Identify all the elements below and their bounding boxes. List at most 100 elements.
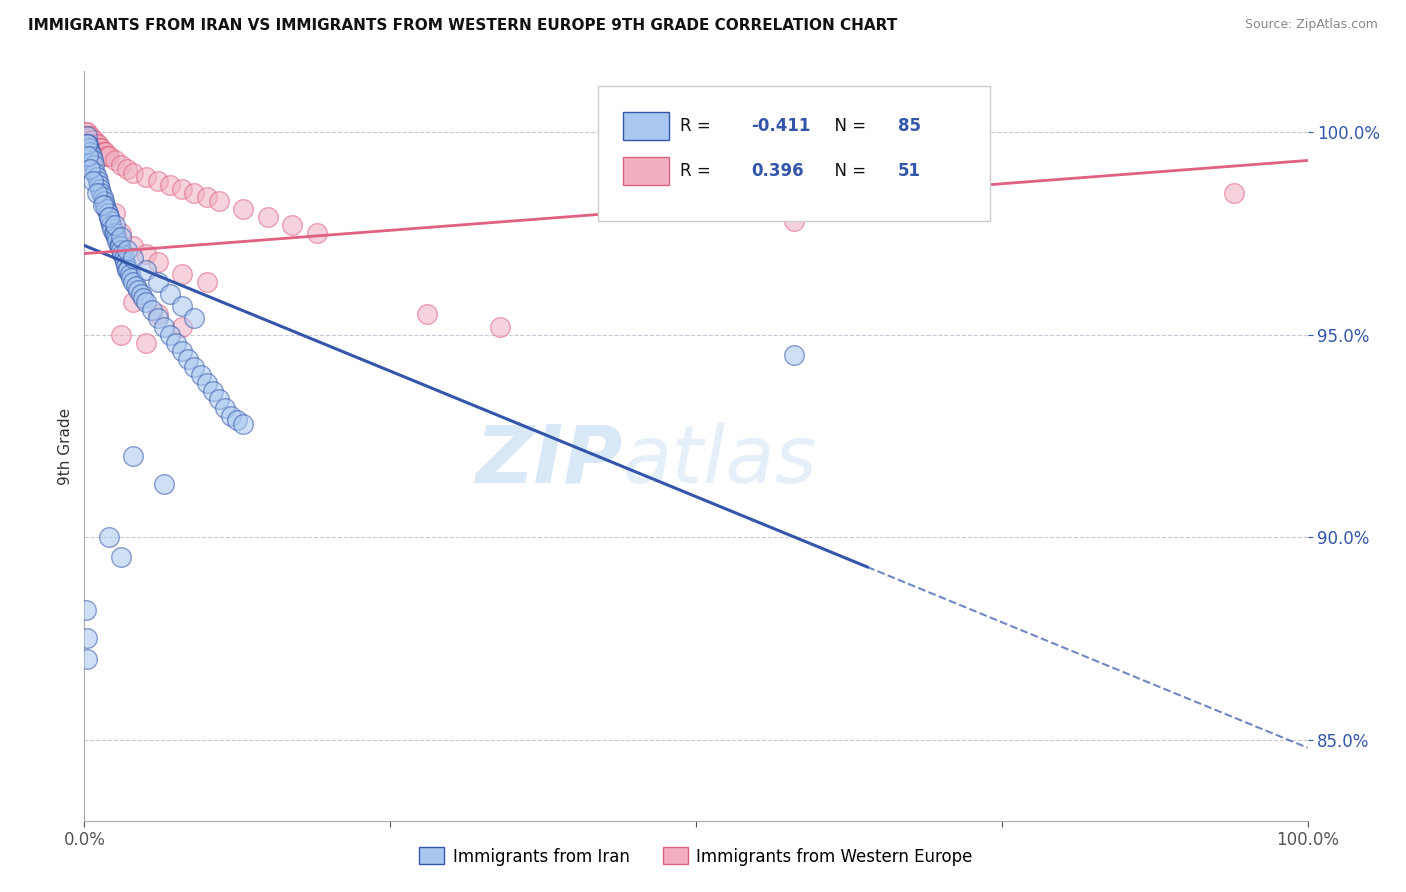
Point (77, 129, 100, 144)
Text: IMMIGRANTS FROM IRAN VS IMMIGRANTS FROM WESTERN EUROPE 9TH GRADE CORRELATION CHA: IMMIGRANTS FROM IRAN VS IMMIGRANTS FROM … (28, 18, 897, 33)
Point (94, 198, 117, 212)
Point (305, 227, 328, 241)
Point (80, 133, 103, 147)
Point (122, 449, 145, 463)
Point (135, 262, 157, 277)
Point (76, 651, 98, 665)
Point (172, 299, 194, 313)
Point (90, 186, 112, 200)
Point (80, 149, 103, 163)
Point (190, 368, 212, 383)
Point (75, 603, 97, 617)
Point (146, 174, 169, 188)
Legend: Immigrants from Iran, Immigrants from Western Europe: Immigrants from Iran, Immigrants from We… (413, 841, 979, 872)
FancyBboxPatch shape (598, 87, 990, 221)
Text: N =: N = (824, 117, 872, 135)
Point (97, 149, 120, 163)
Point (77, 149, 100, 163)
Text: 85: 85 (898, 117, 921, 135)
Point (177, 351, 200, 366)
Point (110, 243, 132, 257)
Text: R =: R = (681, 162, 716, 180)
Point (97, 210, 120, 224)
Point (97, 530, 120, 544)
Point (77, 141, 100, 155)
Point (115, 243, 138, 257)
Point (75, 125, 97, 139)
Point (110, 327, 132, 342)
Point (183, 186, 205, 200)
Point (146, 311, 169, 326)
Point (111, 246, 134, 260)
Point (79, 161, 101, 176)
Point (208, 194, 231, 208)
Point (87, 141, 110, 155)
Text: 51: 51 (898, 162, 921, 180)
Point (83, 157, 105, 171)
Point (98, 214, 121, 228)
Point (76, 125, 98, 139)
Point (172, 343, 194, 358)
Point (159, 178, 181, 192)
Point (195, 376, 218, 391)
Point (135, 246, 157, 260)
Point (118, 267, 141, 281)
Point (94, 145, 117, 160)
Point (93, 145, 115, 160)
Point (115, 259, 138, 273)
Point (110, 227, 132, 241)
Point (146, 254, 169, 268)
Point (120, 271, 142, 285)
Point (108, 238, 131, 252)
Point (77, 129, 100, 144)
Point (110, 157, 132, 171)
Point (807, 834, 830, 848)
Point (127, 283, 149, 297)
Point (84, 137, 107, 152)
Point (105, 235, 128, 249)
Point (82, 133, 104, 147)
Text: -0.411: -0.411 (751, 117, 810, 135)
Point (91, 145, 114, 160)
Point (87, 174, 110, 188)
Y-axis label: 9th Grade: 9th Grade (58, 408, 73, 484)
Point (110, 550, 132, 565)
Point (91, 190, 114, 204)
Point (97, 206, 120, 220)
Point (122, 295, 145, 310)
Point (97, 210, 120, 224)
Text: N =: N = (824, 162, 872, 180)
Point (101, 222, 124, 236)
Point (112, 251, 135, 265)
Point (172, 319, 194, 334)
Point (214, 401, 236, 415)
Point (172, 267, 194, 281)
Point (110, 230, 132, 244)
Point (93, 194, 115, 208)
Point (105, 230, 128, 244)
Point (489, 319, 512, 334)
Point (281, 219, 304, 233)
Point (135, 169, 157, 184)
Point (226, 412, 249, 426)
Point (232, 202, 254, 216)
Point (96, 202, 118, 216)
Point (104, 153, 127, 168)
Text: Source: ZipAtlas.com: Source: ZipAtlas.com (1244, 18, 1378, 31)
FancyBboxPatch shape (623, 112, 669, 140)
Point (153, 477, 176, 491)
Point (115, 262, 138, 277)
Point (195, 275, 218, 289)
Point (76, 137, 98, 152)
Point (76, 632, 98, 646)
Text: 0.396: 0.396 (751, 162, 804, 180)
Point (107, 238, 129, 252)
Point (84, 166, 107, 180)
Point (135, 335, 157, 350)
Point (122, 238, 145, 252)
Point (416, 307, 439, 321)
Point (183, 359, 205, 374)
Text: atlas: atlas (623, 422, 817, 500)
Point (201, 384, 224, 399)
Point (172, 182, 194, 196)
